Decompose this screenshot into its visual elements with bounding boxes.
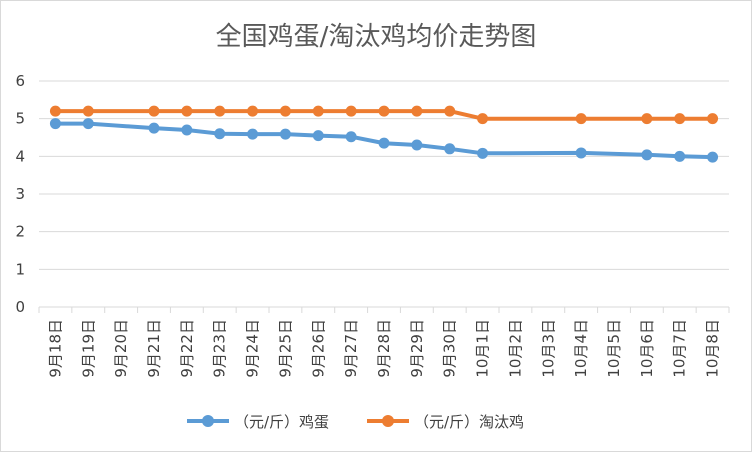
data-point xyxy=(279,128,291,140)
x-tick-label: 10月4日 xyxy=(572,319,590,378)
y-tick-label: 0 xyxy=(15,298,25,316)
x-tick-label: 9月21日 xyxy=(145,319,163,378)
data-point xyxy=(312,130,324,142)
x-tick-label: 10月1日 xyxy=(474,319,492,378)
x-tick-label: 9月28日 xyxy=(375,319,393,378)
data-point xyxy=(214,128,226,140)
x-tick-label: 10月5日 xyxy=(605,319,623,378)
data-point xyxy=(148,122,160,134)
data-point xyxy=(411,105,423,117)
data-point xyxy=(49,118,61,130)
y-tick-label: 1 xyxy=(15,260,25,278)
data-point xyxy=(181,124,193,136)
y-tick-label: 4 xyxy=(15,147,25,165)
x-tick-label: 10月7日 xyxy=(671,319,689,378)
x-tick-label: 9月20日 xyxy=(112,319,130,378)
y-tick-label: 2 xyxy=(15,223,25,241)
data-point xyxy=(674,150,686,162)
data-point xyxy=(378,105,390,117)
data-point xyxy=(477,113,489,125)
data-point xyxy=(707,151,719,163)
data-point xyxy=(82,105,94,117)
data-point xyxy=(181,105,193,117)
data-point xyxy=(444,105,456,117)
y-tick-label: 6 xyxy=(15,72,25,90)
legend-label: （元/斤）淘汰鸡 xyxy=(414,413,524,431)
x-tick-label: 10月3日 xyxy=(539,319,557,378)
x-tick-label: 9月22日 xyxy=(178,319,196,378)
data-point xyxy=(247,105,259,117)
data-point xyxy=(707,113,719,125)
gridlines xyxy=(39,80,729,308)
data-point xyxy=(148,105,160,117)
data-point xyxy=(411,139,423,151)
series-lines xyxy=(49,105,719,163)
data-point xyxy=(312,105,324,117)
data-point xyxy=(575,147,587,159)
y-tick-label: 5 xyxy=(15,110,25,128)
data-point xyxy=(82,118,94,130)
x-tick-label: 9月25日 xyxy=(276,319,294,378)
x-tick-label: 9月24日 xyxy=(244,319,262,378)
x-tick-label: 9月27日 xyxy=(342,319,360,378)
chart-title: 全国鸡蛋/淘汰鸡均价走势图 xyxy=(216,22,537,52)
legend: （元/斤）鸡蛋 （元/斤）淘汰鸡 xyxy=(187,413,524,431)
data-point xyxy=(214,105,226,117)
data-point xyxy=(49,105,61,117)
data-point xyxy=(477,147,489,159)
data-point xyxy=(641,113,653,125)
legend-label: （元/斤）鸡蛋 xyxy=(234,413,329,431)
x-tick-label: 9月19日 xyxy=(79,319,97,378)
data-point xyxy=(247,128,259,140)
y-tick-label: 3 xyxy=(15,185,25,203)
axes: 0 1 2 3 4 5 6 9月18日 9月19日 9月20日 9月21日 9月22日 9月23日 9月2… xyxy=(15,72,730,378)
data-point xyxy=(575,113,587,125)
x-tick-label: 10月6日 xyxy=(638,319,656,378)
legend-swatch-marker xyxy=(382,415,394,427)
x-tick-label: 10月8日 xyxy=(704,319,722,378)
x-tick-label: 10月2日 xyxy=(506,319,524,378)
x-tick-label: 9月23日 xyxy=(211,319,229,378)
x-tick-label: 9月29日 xyxy=(408,319,426,378)
data-point xyxy=(345,105,357,117)
data-point xyxy=(345,131,357,143)
x-tick-label: 9月18日 xyxy=(46,319,64,378)
x-tick-label: 9月30日 xyxy=(441,319,459,378)
data-point xyxy=(279,105,291,117)
data-point xyxy=(378,137,390,149)
data-point xyxy=(641,149,653,161)
data-point xyxy=(674,113,686,125)
x-tick-label: 9月26日 xyxy=(309,319,327,378)
legend-swatch-marker xyxy=(202,415,214,427)
data-point xyxy=(444,143,456,155)
